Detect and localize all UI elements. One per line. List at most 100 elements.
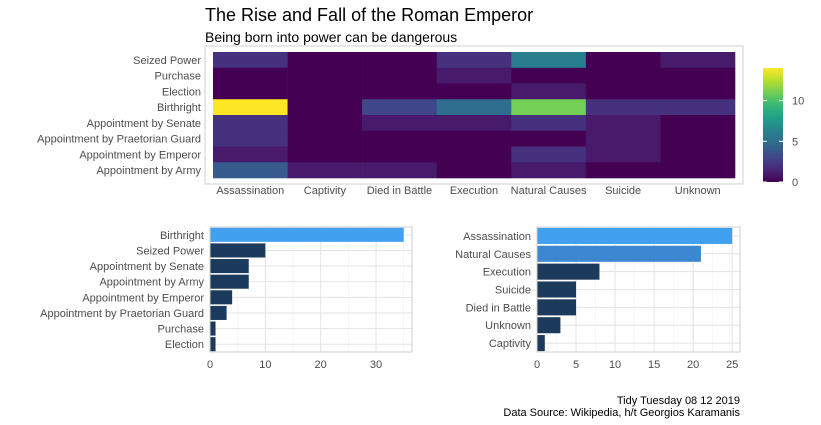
heatmap-cell-seized-power-execution bbox=[436, 52, 512, 69]
caption-line-2: Data Source: Wikipedia, h/t Georgios Kar… bbox=[503, 407, 740, 419]
accession-category-label: Purchase bbox=[158, 324, 204, 336]
accession-x-tick-label: 10 bbox=[259, 359, 271, 371]
heatmap-cell-purchase-natural-causes bbox=[511, 67, 587, 84]
heatmap-cell-appointment-by-senate-execution bbox=[436, 115, 512, 132]
cause-bar-captivity bbox=[537, 335, 545, 352]
legend-tick-label: 0 bbox=[792, 177, 798, 189]
heatmap-cell-appointment-by-emperor-natural-causes bbox=[511, 146, 587, 163]
heatmap-cell-seized-power-captivity bbox=[287, 52, 363, 69]
heatmap-cell-appointment-by-praetorian-guard-suicide bbox=[585, 130, 661, 147]
legend-colorbar bbox=[763, 68, 783, 182]
heatmap-cell-birthright-execution bbox=[436, 99, 512, 116]
heatmap-cell-election-execution bbox=[436, 83, 512, 100]
accession-bar-panel: Birthright Seized Power Appointment by Sen… bbox=[40, 226, 413, 371]
heatmap-x-label: Execution bbox=[450, 185, 498, 197]
accession-category-label: Appointment by Army bbox=[99, 277, 204, 289]
color-legend: 0 5 10 bbox=[763, 68, 804, 189]
cause-bar-execution bbox=[537, 263, 600, 280]
cause-x-tick-label: 0 bbox=[534, 359, 540, 371]
heatmap-cell-appointment-by-praetorian-guard-captivity bbox=[287, 130, 363, 147]
heatmap-cell-election-unknown bbox=[660, 83, 736, 100]
accession-bar-appointment-by-praetorian-guard bbox=[210, 305, 227, 320]
heatmap-cell-appointment-by-senate-assassination bbox=[213, 115, 288, 132]
heatmap-x-label: Died in Battle bbox=[367, 185, 432, 197]
heatmap-cell-purchase-captivity bbox=[287, 67, 363, 84]
heatmap-y-label: Appointment by Praetorian Guard bbox=[37, 134, 201, 146]
heatmap-cell-appointment-by-army-natural-causes bbox=[511, 162, 587, 179]
cause-x-tick-label: 10 bbox=[609, 359, 621, 371]
heatmap-cell-appointment-by-senate-natural-causes bbox=[511, 115, 587, 132]
heatmap-y-label: Election bbox=[162, 86, 201, 98]
heatmap-cell-seized-power-assassination bbox=[213, 52, 288, 69]
legend-tick-label: 5 bbox=[792, 136, 798, 148]
heatmap-y-label: Appointment by Emperor bbox=[79, 149, 201, 161]
heatmap-cell-birthright-unknown bbox=[660, 99, 736, 116]
heatmap-cell-appointment-by-army-assassination bbox=[213, 162, 288, 179]
heatmap-cell-appointment-by-senate-unknown bbox=[660, 115, 736, 132]
heatmap-cell-appointment-by-praetorian-guard-execution bbox=[436, 130, 512, 147]
heatmap-cell-purchase-suicide bbox=[585, 67, 661, 84]
heatmap-cell-birthright-natural-causes bbox=[511, 99, 587, 116]
heatmap-frame bbox=[204, 45, 744, 185]
cause-bar-suicide bbox=[537, 281, 577, 298]
accession-category-label: Birthright bbox=[160, 230, 204, 242]
cause-category-label: Natural Causes bbox=[455, 249, 531, 261]
cause-bar-unknown bbox=[537, 317, 561, 334]
accession-plot-frame bbox=[209, 226, 413, 353]
cause-x-tick-label: 5 bbox=[573, 359, 579, 371]
heatmap-cell-appointment-by-praetorian-guard-assassination bbox=[213, 130, 288, 147]
cause-category-label: Unknown bbox=[485, 320, 531, 332]
accession-x-tick-label: 20 bbox=[315, 359, 327, 371]
accession-bar-election bbox=[210, 337, 216, 352]
chart-title: The Rise and Fall of the Roman Emperor bbox=[205, 5, 533, 25]
cause-x-tick-label: 15 bbox=[648, 359, 660, 371]
accession-bar-appointment-by-emperor bbox=[210, 290, 233, 305]
heatmap-cell-appointment-by-praetorian-guard-natural-causes bbox=[511, 130, 587, 147]
accession-category-label: Appointment by Praetorian Guard bbox=[40, 308, 204, 320]
heatmap-cell-election-assassination bbox=[213, 83, 288, 100]
heatmap-x-label: Assassination bbox=[216, 185, 284, 197]
heatmap-y-label: Purchase bbox=[155, 71, 201, 83]
heatmap-cell-appointment-by-emperor-captivity bbox=[287, 146, 363, 163]
heatmap-cell-appointment-by-army-execution bbox=[436, 162, 512, 179]
heatmap-panel: Seized Power Purchase Election Birthright Ap… bbox=[37, 45, 744, 197]
accession-bar-appointment-by-senate bbox=[210, 259, 249, 274]
accession-x-tick-label: 0 bbox=[207, 359, 213, 371]
heatmap-cell-election-died-in-battle bbox=[362, 83, 438, 100]
accession-x-tick-label: 30 bbox=[370, 359, 382, 371]
heatmap-y-label: Appointment by Senate bbox=[87, 118, 201, 130]
heatmap-cell-birthright-captivity bbox=[287, 99, 363, 116]
heatmap-cell-election-suicide bbox=[585, 83, 661, 100]
heatmap-cell-purchase-died-in-battle bbox=[362, 67, 438, 84]
heatmap-cell-purchase-execution bbox=[436, 67, 512, 84]
cause-category-label: Captivity bbox=[489, 338, 532, 350]
accession-bar-appointment-by-army bbox=[210, 274, 249, 289]
accession-category-label: Seized Power bbox=[136, 245, 204, 257]
cause-x-tick-label: 25 bbox=[726, 359, 738, 371]
heatmap-cell-seized-power-died-in-battle bbox=[362, 52, 438, 69]
cause-category-label: Suicide bbox=[495, 285, 531, 297]
heatmap-cell-appointment-by-emperor-died-in-battle bbox=[362, 146, 438, 163]
heatmap-cell-purchase-assassination bbox=[213, 67, 288, 84]
heatmap-cell-seized-power-suicide bbox=[585, 52, 661, 69]
legend-tick-label: 10 bbox=[792, 96, 804, 108]
heatmap-cell-seized-power-unknown bbox=[660, 52, 736, 69]
heatmap-cell-election-captivity bbox=[287, 83, 363, 100]
heatmap-cell-appointment-by-senate-captivity bbox=[287, 115, 363, 132]
cause-x-tick-label: 20 bbox=[687, 359, 699, 371]
accession-category-label: Appointment by Senate bbox=[90, 261, 204, 273]
heatmap-y-label: Seized Power bbox=[133, 55, 201, 67]
cause-category-label: Execution bbox=[483, 267, 531, 279]
heatmap-cell-appointment-by-army-captivity bbox=[287, 162, 363, 179]
heatmap-cell-appointment-by-army-died-in-battle bbox=[362, 162, 438, 179]
accession-category-label: Election bbox=[165, 339, 204, 351]
cause-category-label: Assassination bbox=[463, 231, 531, 243]
heatmap-x-label: Natural Causes bbox=[511, 185, 587, 197]
heatmap-cell-appointment-by-emperor-unknown bbox=[660, 146, 736, 163]
heatmap-x-label: Captivity bbox=[304, 185, 347, 197]
heatmap-x-label: Suicide bbox=[605, 185, 641, 197]
heatmap-cell-appointment-by-praetorian-guard-died-in-battle bbox=[362, 130, 438, 147]
cause-bar-panel: Assassination Natural Causes Execution Suic… bbox=[455, 226, 741, 371]
cause-bar-assassination bbox=[537, 227, 733, 244]
